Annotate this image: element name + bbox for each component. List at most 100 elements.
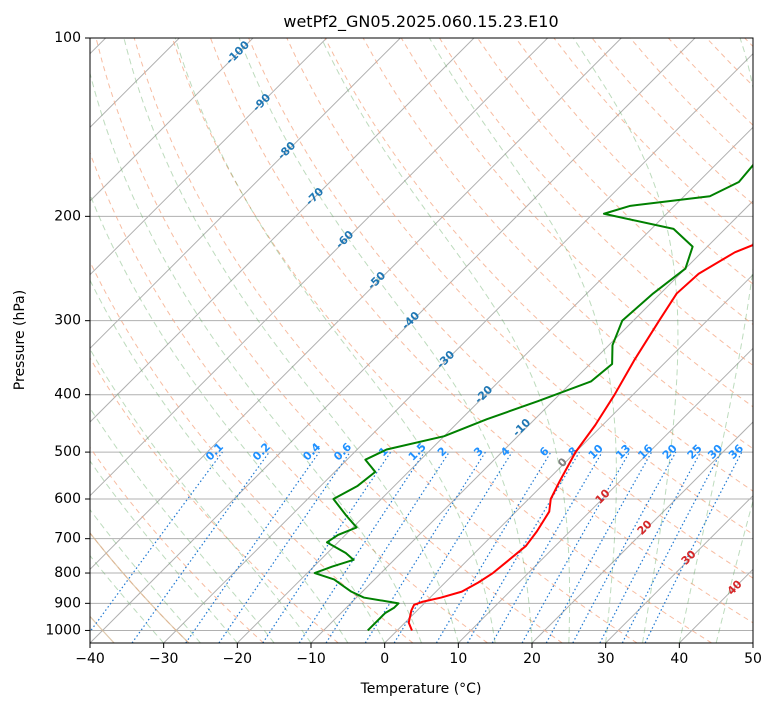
mixing-ratio-line <box>218 451 351 643</box>
moist-adiabat <box>90 279 349 643</box>
mixing-ratio-label: 0.6 <box>331 440 354 463</box>
y-tick-label: 900 <box>54 595 81 611</box>
isotherm <box>163 52 753 643</box>
mixing-ratio-line <box>599 451 702 643</box>
mixing-ratio-line <box>185 451 320 643</box>
mixing-ratio-line <box>90 451 223 633</box>
moist-adiabat <box>90 193 386 643</box>
mixing-ratio-label: 10 <box>586 442 606 462</box>
plot-area: -100-90-80-70-60-50-40-30-20-100.1 0.2 0.4… <box>90 38 753 643</box>
dry-adiabat <box>439 38 753 367</box>
x-tick-label: 40 <box>670 651 688 667</box>
isotherm <box>90 38 475 423</box>
dry-adiabat <box>133 38 638 643</box>
mixing-ratio-label: 20 <box>660 442 680 462</box>
mixing-ratio-line <box>262 451 392 643</box>
y-tick-label: 500 <box>54 444 81 460</box>
dry-adiabat <box>248 38 753 579</box>
moist-adiabats <box>90 38 753 643</box>
isotherm-label: -30 <box>434 348 457 371</box>
y-tick-label: 300 <box>54 313 81 329</box>
x-tick-label: 0 <box>380 651 389 667</box>
mixing-ratio-label: 0.4 <box>300 440 323 463</box>
plot-frame <box>89 37 754 644</box>
moist-adiabat <box>123 38 459 643</box>
axes: −40 −30 −20 −10 0 10 20 30 40 50 100 200 300 400 500 60… <box>45 30 762 667</box>
x-tick-label: −30 <box>149 651 179 667</box>
y-tick-label: 700 <box>54 531 81 547</box>
dry-adiabat <box>95 38 563 643</box>
moist-adiabat <box>320 38 571 643</box>
dry-adiabat <box>553 38 753 245</box>
dry-adiabat <box>90 446 264 643</box>
x-tick-label: −40 <box>75 651 105 667</box>
dry-adiabat <box>90 357 339 643</box>
y-tick-label: 800 <box>54 565 81 581</box>
y-tick-label: 100 <box>54 30 81 46</box>
dry-adiabat <box>90 260 414 643</box>
mixing-ratio-lines <box>90 451 743 643</box>
isotherm <box>90 38 549 497</box>
mixing-ratio-label: 30 <box>705 442 725 462</box>
mixing-ratio-line <box>435 451 552 643</box>
moist-adiabat <box>90 407 275 643</box>
dry-adiabat <box>515 38 753 285</box>
moist-adiabat <box>174 38 496 643</box>
x-tick-label: −10 <box>296 651 326 667</box>
isotherm-label: -10 <box>510 416 533 439</box>
mixing-ratio-line <box>325 451 450 643</box>
isotherm <box>752 642 753 643</box>
isotherm <box>90 38 328 276</box>
isotherm <box>457 347 753 643</box>
moist-adiabat <box>90 460 238 643</box>
dry-adiabat <box>90 151 488 643</box>
x-tick-label: 10 <box>449 651 467 667</box>
moist-adiabat <box>90 508 201 643</box>
isotherm-label: -60 <box>333 228 356 251</box>
moist-adiabat <box>715 499 753 643</box>
mixing-ratio-line <box>572 451 677 643</box>
isotherm-label: -80 <box>275 139 298 162</box>
isotherm <box>90 38 254 202</box>
x-tick-label: 50 <box>744 651 762 667</box>
moist-adiabat <box>428 38 617 643</box>
moist-adiabat <box>238 38 533 643</box>
dry-adiabat <box>286 38 753 535</box>
moist-adiabat <box>90 71 422 643</box>
dry-adiabat <box>400 38 753 408</box>
moist-adiabat <box>90 348 312 643</box>
isotherm <box>531 421 753 643</box>
y-tick-label: 400 <box>54 387 81 403</box>
mixing-ratio-line <box>521 451 631 643</box>
dry-adiabat <box>706 38 753 87</box>
moist-adiabat <box>678 38 753 643</box>
dry-adiabat <box>210 38 753 624</box>
dry-adiabat <box>171 38 712 643</box>
isotherm <box>605 494 753 643</box>
isotherm <box>384 273 753 643</box>
isotherm <box>90 38 622 571</box>
x-axis-label: Temperature (°C) <box>360 681 482 697</box>
isotherm-label: -20 <box>472 383 495 406</box>
moist-adiabat <box>90 554 165 643</box>
isotherm <box>310 200 753 643</box>
isotherm <box>236 126 753 643</box>
y-axis-label: Pressure (hPa) <box>12 290 28 390</box>
dry-adiabat <box>90 532 190 643</box>
moist-adiabat <box>572 38 679 643</box>
line-labels: -100-90-80-70-60-50-40-30-20-100.1 0.2 0.4… <box>203 38 746 598</box>
mixing-ratio-label: 3 <box>471 445 486 460</box>
profiles <box>313 163 753 632</box>
dewpoint-profile <box>313 163 753 632</box>
mixing-ratio-label: 36 <box>726 442 746 462</box>
mixing-ratio-label: 2 <box>435 445 450 460</box>
mixing-ratio-line <box>131 451 270 643</box>
grid-lines <box>90 38 753 643</box>
x-tick-label: −20 <box>223 651 253 667</box>
mixing-ratio-line <box>393 451 513 643</box>
x-tick-label: 20 <box>523 651 541 667</box>
x-tick-label: 30 <box>597 651 615 667</box>
isotherm <box>90 38 401 350</box>
moist-adiabat-label: 10 <box>593 486 613 506</box>
